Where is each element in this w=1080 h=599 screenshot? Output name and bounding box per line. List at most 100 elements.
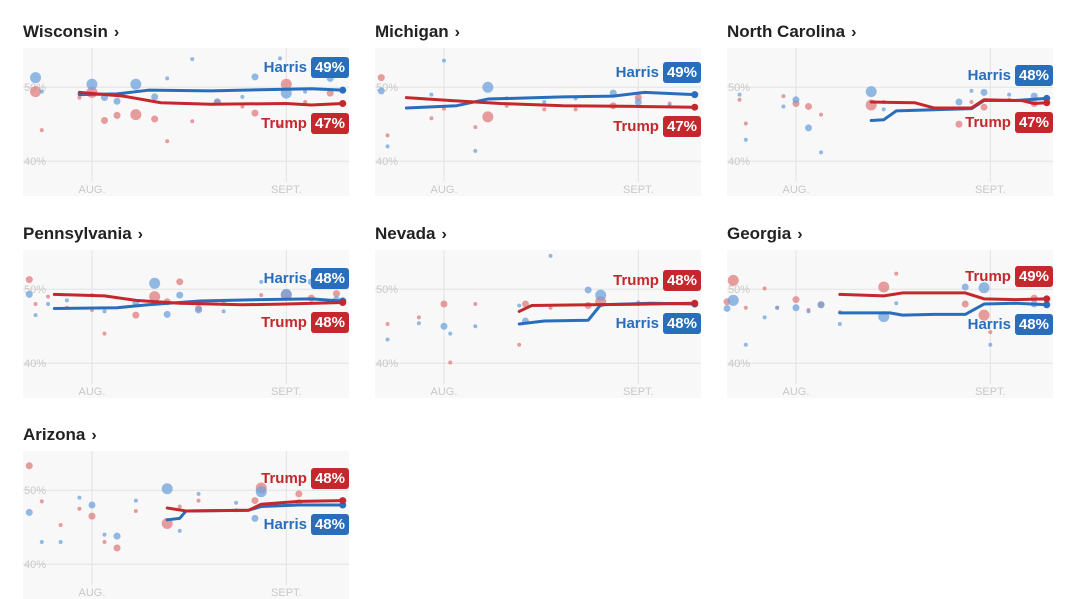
trump-poll-dot [473,302,478,307]
trump-poll-dot [573,107,578,112]
y-tick-label: 50% [376,284,398,296]
harris-label: Harris 49% [264,57,349,79]
harris-poll-dot [1007,92,1012,97]
candidate-percent-badge: 48% [310,467,349,489]
trump-poll-dot [762,286,767,291]
harris-poll-dot [806,309,811,314]
harris-poll-dot [280,288,292,300]
candidate-name: Trump [613,118,659,136]
candidate-name: Harris [967,67,1011,85]
harris-poll-dot [377,87,385,95]
trump-label: Trump 48% [261,467,349,489]
harris-poll-dot [165,76,170,81]
trump-poll-dot [440,300,448,308]
poll-chart: AUG. SEPT. 40% 50% Harris 48% Trump 48% [23,451,349,599]
trump-poll-dot [416,315,421,320]
chevron-right-icon: › [441,226,447,243]
harris-poll-dot [955,98,963,106]
y-tick-label: 40% [24,156,46,168]
trump-poll-dot [58,523,63,527]
harris-trend-line [838,301,1049,317]
harris-poll-dot [46,302,51,307]
candidate-name: Trump [965,267,1011,285]
harris-poll-dot [473,324,478,329]
x-tick-label: SEPT. [271,587,302,599]
trump-poll-dot [385,322,390,326]
trump-poll-dot [295,490,303,498]
harris-poll-dot [980,88,988,96]
candidate-name: Harris [967,315,1011,333]
trump-poll-dot [517,342,522,347]
trump-poll-dot [988,330,993,335]
harris-poll-dot [33,313,38,318]
harris-poll-dot [161,483,173,495]
harris-poll-dot [58,540,63,545]
trump-poll-dot [878,281,890,293]
trump-poll-dot [149,291,161,303]
harris-poll-dot [595,289,607,301]
state-name: Wisconsin [23,22,108,41]
poll-chart: AUG. SEPT. 40% 50% Harris 48% Trump 49% [723,250,1053,398]
harris-trend-line [404,90,697,110]
trump-poll-dot [132,311,140,319]
candidate-percent-badge: 49% [662,61,701,83]
chart-svg: AUG.SEPT.40%50% [375,250,701,398]
chevron-right-icon: › [797,226,803,243]
trump-poll-dot [969,100,974,105]
candidate-name: Harris [263,516,307,534]
trump-poll-dot [805,102,812,110]
harris-poll-dot [88,501,96,509]
state-name: Nevada [375,224,436,243]
trump-poll-dot [102,331,107,336]
harris-poll-dot [429,92,434,97]
harris-poll-dot [440,322,448,330]
state-title-link[interactable]: Michigan › [375,22,460,42]
trump-poll-dot [101,117,108,125]
trump-poll-dot [429,116,434,121]
trump-label: Trump 49% [965,265,1053,287]
state-title-link[interactable]: Nevada › [375,224,447,244]
trump-poll-dot [77,506,82,511]
harris-poll-dot [723,304,731,312]
candidate-percent-badge: 48% [662,270,701,292]
trump-poll-dot [77,95,82,100]
candidate-percent-badge: 48% [310,514,349,536]
harris-poll-dot [881,107,886,112]
state-title-link[interactable]: Georgia › [727,224,803,244]
chart-svg: AUG.SEPT.40%50% [23,250,349,398]
harris-poll-dot [482,81,494,93]
harris-poll-dot [251,73,259,81]
trump-poll-dot [151,115,159,123]
candidate-percent-badge: 47% [1014,111,1053,133]
y-tick-label: 50% [728,82,750,94]
y-tick-label: 40% [728,358,750,370]
candidate-name: Trump [261,313,307,331]
harris-poll-dot [130,78,142,90]
state-title-link[interactable]: Pennsylvania › [23,224,143,244]
harris-poll-dot [781,104,786,109]
harris-poll-dot [163,310,171,318]
harris-poll-dot [819,150,824,155]
state-title-link[interactable]: Arizona › [23,425,97,445]
state-title-link[interactable]: North Carolina › [727,22,856,42]
candidate-name: Trump [965,113,1011,131]
state-title-link[interactable]: Wisconsin › [23,22,119,42]
harris-poll-dot [133,498,138,503]
trump-poll-dot [978,309,990,321]
trump-poll-dot [326,89,334,97]
chart-svg: AUG.SEPT.40%50% [23,48,349,196]
harris-label: Harris 48% [616,313,701,335]
x-tick-label: SEPT. [623,386,654,398]
harris-poll-dot [240,94,245,99]
chart-svg: AUG.SEPT.40%50% [727,48,1053,196]
trump-poll-dot [792,296,800,304]
trump-poll-dot [727,274,739,286]
y-tick-label: 50% [728,284,750,296]
harris-label: Harris 48% [967,65,1053,87]
harris-poll-dot [25,290,33,298]
harris-trend-line [77,87,345,97]
harris-poll-dot [251,514,259,522]
x-tick-label: AUG. [783,386,810,398]
trump-end-dot [1043,99,1051,107]
harris-poll-dot [195,306,203,314]
